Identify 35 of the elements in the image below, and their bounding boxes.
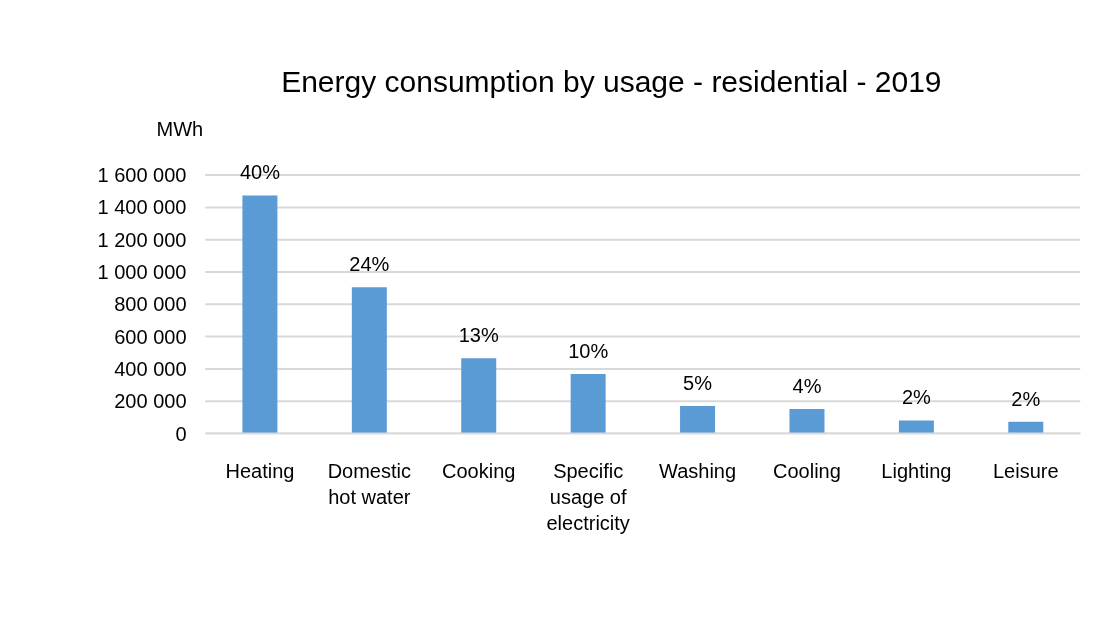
x-tick-label: Heating (225, 459, 295, 482)
bar (898, 420, 934, 434)
annotation: 10% (568, 340, 609, 363)
bar (789, 408, 825, 434)
annotation: 4% (792, 374, 822, 397)
annotation: 24% (349, 253, 390, 276)
bar (680, 405, 716, 434)
x-tick-label: Cooling (773, 459, 841, 482)
x-tick-label: Cooking (442, 459, 516, 482)
bar (570, 374, 606, 434)
y-tick-label: 0 (175, 422, 187, 445)
y-axis-title: MWh (156, 118, 204, 141)
x-tick-label: Leisure (993, 459, 1059, 482)
annotation: 2% (901, 386, 932, 409)
bar (351, 287, 387, 434)
x-tick-label: Domestic hot water (327, 459, 412, 508)
bar (1008, 421, 1044, 434)
annotation: 40% (239, 161, 281, 184)
y-tick-label: 1 400 000 (97, 196, 187, 219)
bar (461, 358, 497, 434)
y-tick-label: 200 000 (114, 390, 187, 413)
annotation: 13% (458, 324, 499, 347)
y-tick-label: 1 200 000 (97, 228, 187, 251)
x-tick-label: Washing (659, 459, 737, 482)
y-tick-label: 600 000 (114, 325, 187, 348)
y-tick-label: 800 000 (114, 293, 187, 316)
x-tick-label: Specific usage of electricity (546, 459, 630, 535)
y-tick-label: 1 600 000 (97, 164, 187, 187)
y-tick-label: 1 000 000 (97, 261, 187, 283)
y-tick-label: 400 000 (114, 357, 187, 380)
annotation: 5% (683, 371, 713, 394)
x-tick-label: Lighting (881, 459, 952, 482)
chart-title: Energy consumption by usage - residential - 2019 (281, 65, 942, 98)
annotation: 2% (1011, 387, 1041, 410)
bar (242, 195, 278, 434)
